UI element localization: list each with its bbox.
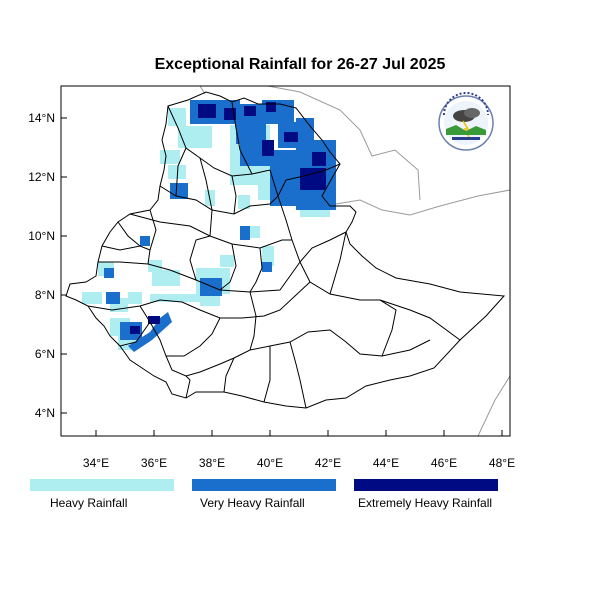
y-tick-label: 6°N [35, 347, 55, 361]
x-tick-label: 34°E [83, 456, 109, 470]
agency-logo-icon [438, 92, 494, 151]
country-boundary [65, 91, 506, 409]
legend-extreme-label: Extremely Heavy Rainfall [358, 496, 493, 510]
y-axis-labels: 4°N 6°N 8°N 10°N 12°N 14°N [28, 111, 55, 420]
plot-frame [60, 85, 511, 437]
legend-heavy-swatch [30, 479, 174, 491]
legend-heavy-label: Heavy Rainfall [50, 496, 128, 510]
legend-very-heavy-label: Very Heavy Rainfall [200, 496, 305, 510]
very-heavy-rainfall-area [104, 100, 336, 352]
y-tick-label: 14°N [28, 111, 55, 125]
x-tick-label: 38°E [199, 456, 225, 470]
x-tick-label: 40°E [257, 456, 283, 470]
y-tick-label: 8°N [35, 288, 55, 302]
extreme-rainfall-area [130, 102, 326, 334]
tick-marks [61, 117, 503, 436]
x-axis-labels: 34°E 36°E 38°E 40°E 42°E 44°E 46°E 48°E [83, 456, 515, 470]
y-tick-label: 4°N [35, 406, 55, 420]
map-title: Exceptional Rainfall for 26-27 Jul 2025 [154, 56, 446, 73]
x-tick-label: 36°E [141, 456, 167, 470]
x-tick-label: 46°E [431, 456, 457, 470]
legend-extreme-swatch [354, 479, 498, 491]
legend-very-heavy-swatch [192, 479, 336, 491]
y-tick-label: 12°N [28, 170, 55, 184]
rainfall-cells [82, 100, 336, 352]
x-tick-label: 44°E [373, 456, 399, 470]
y-tick-label: 10°N [28, 229, 55, 243]
x-tick-label: 48°E [489, 456, 515, 470]
x-tick-label: 42°E [315, 456, 341, 470]
neighbor-borders [61, 86, 510, 436]
